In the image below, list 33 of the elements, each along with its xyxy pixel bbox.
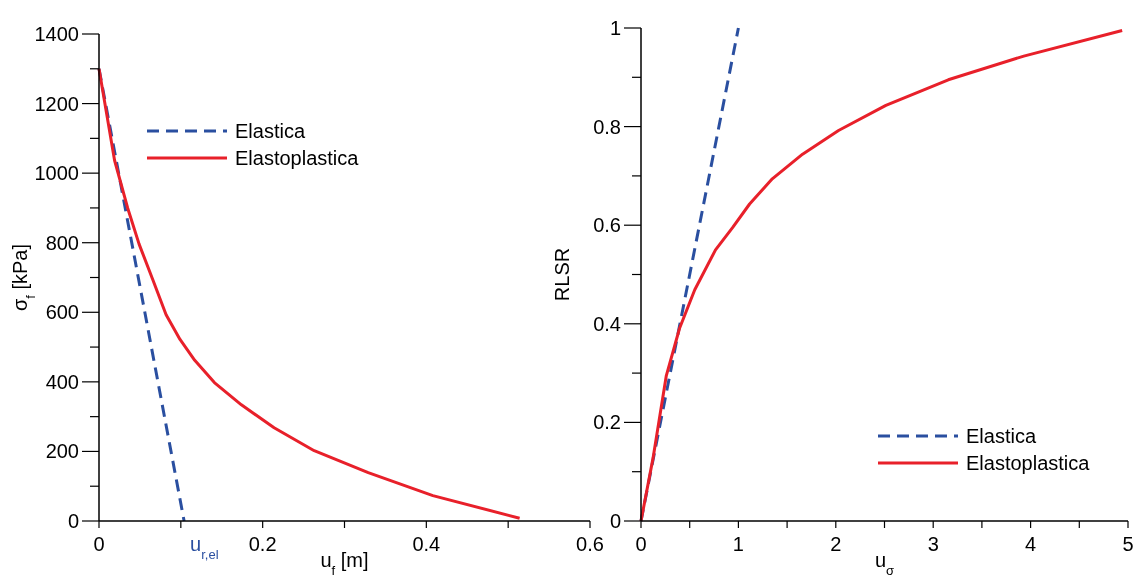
legend-label: Elastica: [966, 425, 1037, 447]
line-series: [97, 67, 522, 520]
y-tick-label: 1200: [34, 92, 79, 115]
y-tick-label: 0: [67, 510, 79, 532]
y-tick-label: 1000: [34, 162, 79, 185]
y-tick-label: 0.8: [593, 115, 621, 138]
y-axis-title: RLSR: [551, 247, 573, 302]
y-tick-label: 0.2: [593, 411, 621, 434]
x-axis-title: u$_{f}$ [m]: [320, 549, 369, 578]
x-tick-label: 0: [635, 533, 647, 555]
x-tick-label: 0.4: [412, 533, 441, 555]
y-tick-label: 0.6: [593, 214, 621, 237]
annotation: u$_{r,el}$: [190, 533, 219, 562]
x-tick-label: 3: [927, 533, 939, 555]
y-tick-label: 0: [609, 510, 621, 532]
x-tick-label: 0.2: [248, 533, 277, 555]
y-tick-label: 0.4: [593, 312, 621, 335]
y-tick-label: 200: [45, 440, 79, 463]
x-tick-label: 2: [830, 533, 842, 555]
y-tick-label: 1: [609, 17, 621, 39]
x-axis-title: u$_{σ}$: [874, 549, 895, 578]
x-tick-label: 5: [1122, 533, 1134, 555]
legend-label: Elastica: [235, 120, 306, 142]
legend-label: Elastoplastica: [966, 452, 1091, 474]
y-tick-label: 800: [45, 231, 79, 254]
y-tick-label: 400: [45, 370, 79, 393]
x-tick-label: 0.6: [576, 533, 604, 555]
x-tick-label: 1: [732, 533, 744, 555]
y-tick-label: 1400: [34, 23, 79, 45]
x-tick-label: 0: [93, 533, 105, 555]
y-tick-label: 600: [45, 301, 79, 324]
legend-label: Elastoplastica: [235, 147, 360, 169]
x-tick-label: 4: [1025, 533, 1037, 555]
